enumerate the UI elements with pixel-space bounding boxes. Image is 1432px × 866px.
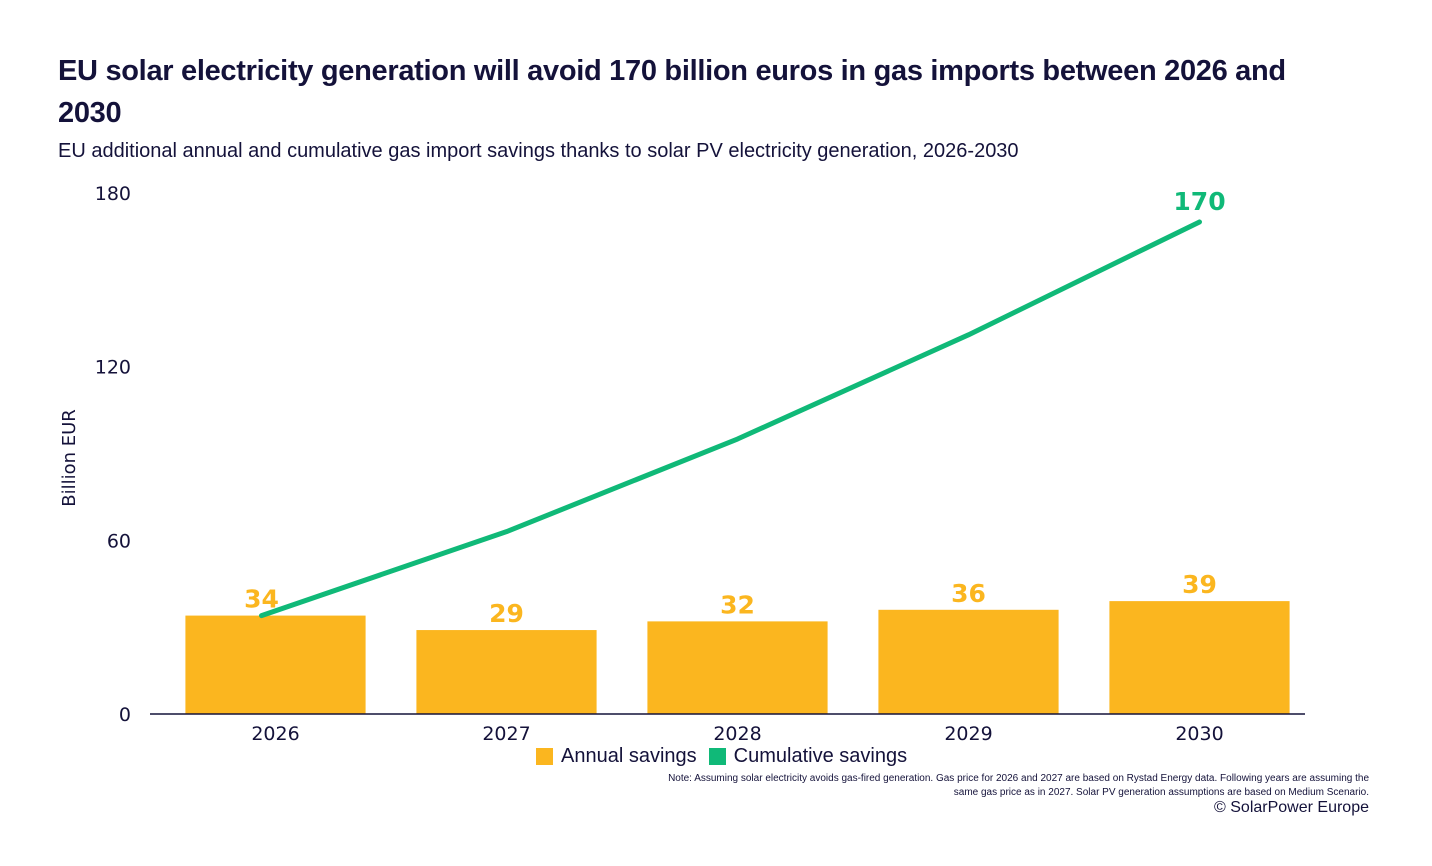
y-tick-label: 60 [107,530,131,552]
legend-item-annual[interactable]: Annual savings [536,745,697,768]
legend-swatch-cumulative [708,748,726,765]
x-tick-label: 2030 [1175,723,1223,745]
bar-label-2029: 36 [951,579,986,608]
point-cumulative-2030[interactable] [1197,219,1202,224]
chart-subtitle: EU additional annual and cumulative gas … [58,140,1019,162]
legend-label-cumulative: Cumulative savings [733,745,908,767]
bar-annual-2028[interactable] [647,621,828,714]
bar-annual-2027[interactable] [416,630,597,714]
bar-label-2027: 29 [489,599,524,628]
copyright: © SolarPower Europe [1214,799,1369,816]
point-cumulative-2029[interactable] [966,332,971,337]
line-series-cumulative [259,219,1202,619]
x-tick-label: 2028 [713,723,761,745]
y-tick-label: 180 [95,183,131,205]
legend-item-cumulative[interactable]: Cumulative savings [708,745,908,768]
chart-title: EU solar electricity generation will avo… [58,55,1286,129]
y-tick-label: 120 [95,357,131,379]
y-tick-label: 0 [119,704,131,726]
x-axis-ticks: 2026 2027 2028 2029 2030 [251,723,1223,745]
bar-label-2026: 34 [244,585,279,614]
point-cumulative-2026[interactable] [259,613,264,618]
data-labels: 34 29 32 36 39 170 [244,187,1225,628]
y-axis-title: Billion EUR [59,409,80,507]
point-cumulative-2028[interactable] [735,437,740,442]
x-tick-label: 2027 [482,723,530,745]
bar-label-2028: 32 [720,590,755,619]
line-cumulative[interactable] [259,219,1202,619]
legend-swatch-annual [536,748,553,765]
x-tick-label: 2026 [251,723,299,745]
y-axis-ticks: 0 60 120 180 [95,183,131,726]
bar-annual-2029[interactable] [878,609,1059,714]
line-label-2030: 170 [1173,187,1225,216]
footnote: Note: Assuming solar electricity avoids … [668,773,1369,798]
legend-label-annual: Annual savings [561,745,697,767]
bar-annual-2026[interactable] [185,615,366,714]
x-tick-label: 2029 [944,723,992,745]
bar-series-annual [185,601,1290,714]
bar-annual-2030[interactable] [1109,601,1290,714]
legend: Annual savings Cumulative savings [536,745,919,768]
bar-label-2030: 39 [1182,570,1217,599]
point-cumulative-2027[interactable] [504,529,509,534]
